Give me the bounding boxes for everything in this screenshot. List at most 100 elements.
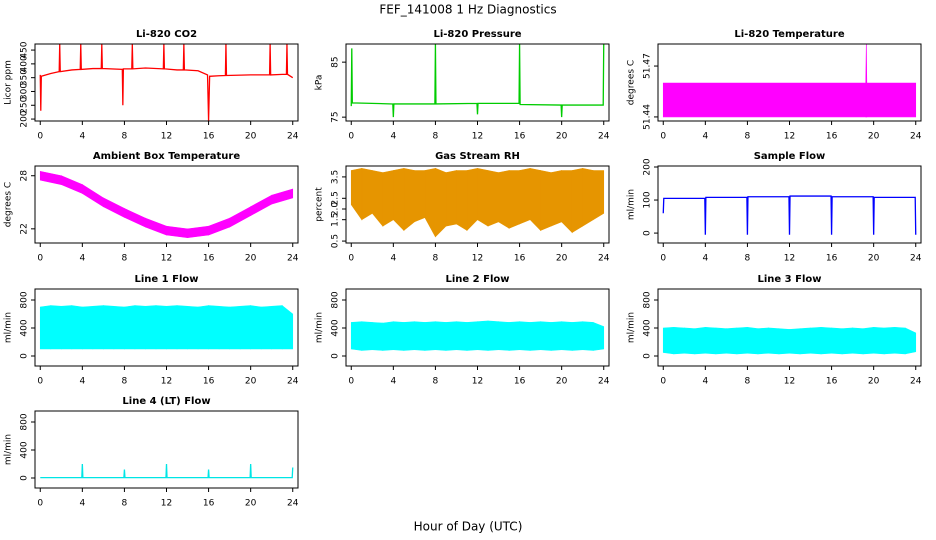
band-segment: [561, 170, 573, 234]
x-tick-label: 12: [784, 377, 795, 387]
band-segment: [866, 82, 917, 118]
band-segment: [382, 321, 394, 351]
y-tick-label: 85: [331, 56, 341, 67]
plot-area: [39, 44, 294, 121]
y-tick-label: 1.5: [331, 213, 341, 227]
y-tick-label: 200: [20, 110, 30, 127]
x-tick-label: 12: [161, 254, 172, 264]
y-tick-label: 800: [20, 413, 30, 430]
band-segment: [540, 170, 552, 231]
x-tick-label: 20: [245, 499, 257, 509]
y-tick-label: 2.0: [331, 202, 341, 217]
panel-title: Sample Flow: [754, 151, 826, 162]
y-tick-label: 400: [20, 319, 30, 336]
x-tick-label: 24: [287, 254, 299, 264]
x-tick-label: 16: [203, 132, 215, 142]
band-segment: [71, 305, 83, 350]
band-segment: [757, 327, 769, 355]
band-segment: [124, 208, 146, 228]
panel-title: Li-820 CO2: [136, 29, 197, 40]
x-tick-label: 20: [556, 132, 568, 142]
panel: Line 4 (LT) Flow ml/min 0 4 8 12 16 20 24 0 400 800: [4, 396, 299, 509]
plot-frame: [657, 165, 922, 244]
band-segment: [124, 305, 136, 350]
band-segment: [424, 321, 436, 351]
y-tick-label: 0.5: [331, 234, 341, 248]
band-segment: [561, 321, 573, 351]
y-tick-label: 0: [20, 353, 30, 359]
plot-area: [662, 195, 917, 235]
band-segment: [197, 305, 209, 350]
x-tick-label: 0: [37, 377, 43, 387]
y-axis-label: ml/min: [4, 312, 14, 343]
band-segment: [361, 167, 373, 221]
band-segment: [456, 321, 468, 351]
x-tick-label: 20: [245, 132, 257, 142]
y-tick-label: 75: [331, 111, 341, 122]
band-segment: [747, 326, 759, 355]
x-tick-label: 16: [514, 132, 526, 142]
x-tick-label: 24: [287, 132, 299, 142]
band-segment: [250, 194, 273, 217]
y-axis-label: ml/min: [627, 189, 637, 220]
x-tick-label: 24: [598, 254, 610, 264]
band-segment: [519, 167, 531, 225]
panel-title: Line 1 Flow: [135, 274, 199, 285]
x-tick-label: 8: [122, 499, 128, 509]
y-tick-label: 300: [20, 83, 30, 100]
y-axis-label: degrees C: [627, 60, 637, 105]
x-tick-label: 24: [910, 132, 922, 142]
y-axis-label: kPa: [315, 75, 325, 91]
band-segment: [683, 327, 696, 355]
plot-frame: [34, 165, 299, 244]
band-segment: [208, 305, 220, 350]
x-tick-label: 0: [660, 254, 666, 264]
x-tick-label: 0: [37, 254, 43, 264]
plot-area: [350, 167, 605, 238]
band-segment: [592, 321, 605, 351]
band-segment: [694, 326, 706, 355]
band-segment: [883, 326, 896, 355]
panel-title: Gas Stream RH: [435, 151, 520, 162]
band-segment: [592, 170, 605, 221]
band-segment: [60, 175, 83, 194]
panel-title: Line 3 Flow: [758, 274, 822, 285]
y-tick-label: 0: [20, 475, 30, 481]
x-tick-label: 8: [433, 377, 439, 387]
y-axis-label: ml/min: [315, 312, 325, 343]
x-tick-label: 8: [122, 132, 128, 142]
band-segment: [540, 321, 552, 351]
band-segment: [403, 167, 415, 232]
x-tick-label: 8: [122, 254, 128, 264]
series-line: [350, 44, 605, 118]
x-tick-label: 0: [37, 499, 43, 509]
band-segment: [904, 327, 917, 355]
x-tick-label: 20: [556, 254, 568, 264]
band-segment: [187, 305, 199, 350]
x-tick-label: 0: [348, 132, 354, 142]
x-tick-label: 4: [702, 254, 708, 264]
plot-area: [40, 463, 294, 479]
band-segment: [477, 167, 489, 227]
band-segment: [371, 170, 384, 227]
x-tick-label: 12: [784, 254, 795, 264]
x-tick-label: 16: [203, 377, 215, 387]
band-segment: [145, 217, 167, 236]
x-tick-label: 8: [433, 254, 439, 264]
y-axis-label: ml/min: [4, 434, 14, 465]
panel: Line 3 Flow ml/min 0 4 8 12 16 20 24 0 400 800: [627, 274, 922, 387]
x-tick-label: 12: [472, 377, 483, 387]
band-segment: [60, 305, 73, 350]
band-segment: [487, 320, 499, 351]
y-tick-label: 800: [643, 291, 653, 308]
y-axis-label: degrees C: [4, 182, 14, 227]
x-tick-label: 12: [161, 499, 172, 509]
band-segment: [498, 321, 510, 351]
band-segment: [435, 321, 447, 351]
y-tick-label: 450: [20, 41, 30, 58]
x-tick-label: 0: [348, 254, 354, 264]
x-tick-label: 24: [910, 254, 922, 264]
band-segment: [789, 328, 801, 355]
band-segment: [134, 305, 146, 350]
